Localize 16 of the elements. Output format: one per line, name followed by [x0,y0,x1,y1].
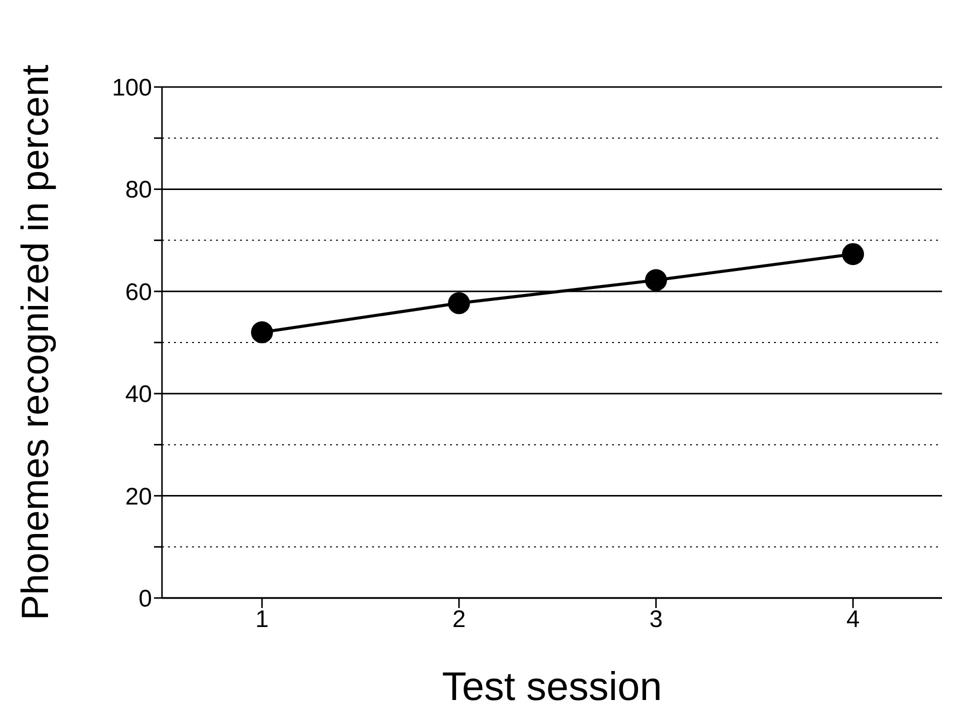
x-axis-title: Test session [442,665,662,709]
x-tick-label: 1 [255,606,269,634]
x-tick-label: 4 [846,606,860,634]
y-tick-label: 0 [138,586,152,613]
point [842,243,864,266]
y-axis-title: Phonemes recognized in percent [15,64,57,620]
x-tick-label: 2 [452,606,466,634]
y-tick-label: 80 [125,176,152,204]
y-tick-label: 40 [125,381,152,408]
point [251,321,273,344]
x-tick-label: 3 [649,606,663,634]
point [645,269,667,292]
y-tick-label: 60 [125,278,152,306]
point [448,292,470,314]
y-tick-label: 20 [125,483,152,510]
y-tick-label: 100 [112,74,152,102]
